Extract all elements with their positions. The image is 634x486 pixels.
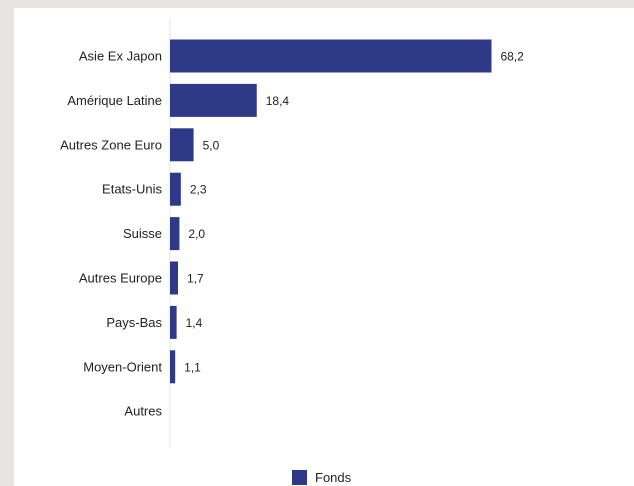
- value-label: 1,4: [186, 316, 203, 330]
- legend: Fonds: [292, 470, 352, 485]
- bar: [170, 350, 176, 384]
- bar: [170, 39, 492, 73]
- legend-swatch-fonds: [292, 470, 307, 485]
- category-label: Amérique Latine: [67, 93, 162, 108]
- bar: [170, 172, 181, 206]
- value-label: 68,2: [501, 50, 525, 64]
- value-label: 5,0: [203, 138, 220, 152]
- bar: [170, 83, 257, 117]
- category-label: Autres Zone Euro: [60, 137, 162, 152]
- value-label: 18,4: [266, 94, 290, 108]
- category-label: Asie Ex Japon: [79, 49, 162, 64]
- category-label: Autres Europe: [79, 271, 162, 286]
- chart-panel: Asie Ex Japon 68,2 Amérique Latine 18,4 Autr…: [14, 8, 634, 486]
- category-label: Etats-Unis: [102, 182, 162, 197]
- bar: [170, 217, 180, 251]
- value-label: 2,0: [188, 227, 205, 241]
- value-label: 2,3: [190, 183, 207, 197]
- legend-label-fonds: Fonds: [315, 470, 352, 485]
- category-label: Suisse: [123, 226, 162, 241]
- value-label: 1,1: [184, 360, 201, 374]
- bar: [170, 261, 179, 295]
- bars: Asie Ex Japon 68,2 Amérique Latine 18,4 Autr…: [60, 39, 525, 419]
- bar-chart: Asie Ex Japon 68,2 Amérique Latine 18,4 Autr…: [60, 18, 525, 485]
- category-label: Pays-Bas: [106, 315, 162, 330]
- category-label: Autres: [124, 404, 162, 419]
- category-label: Moyen-Orient: [83, 359, 162, 374]
- bar: [170, 305, 177, 339]
- bar: [170, 128, 194, 162]
- value-label: 1,7: [187, 272, 204, 286]
